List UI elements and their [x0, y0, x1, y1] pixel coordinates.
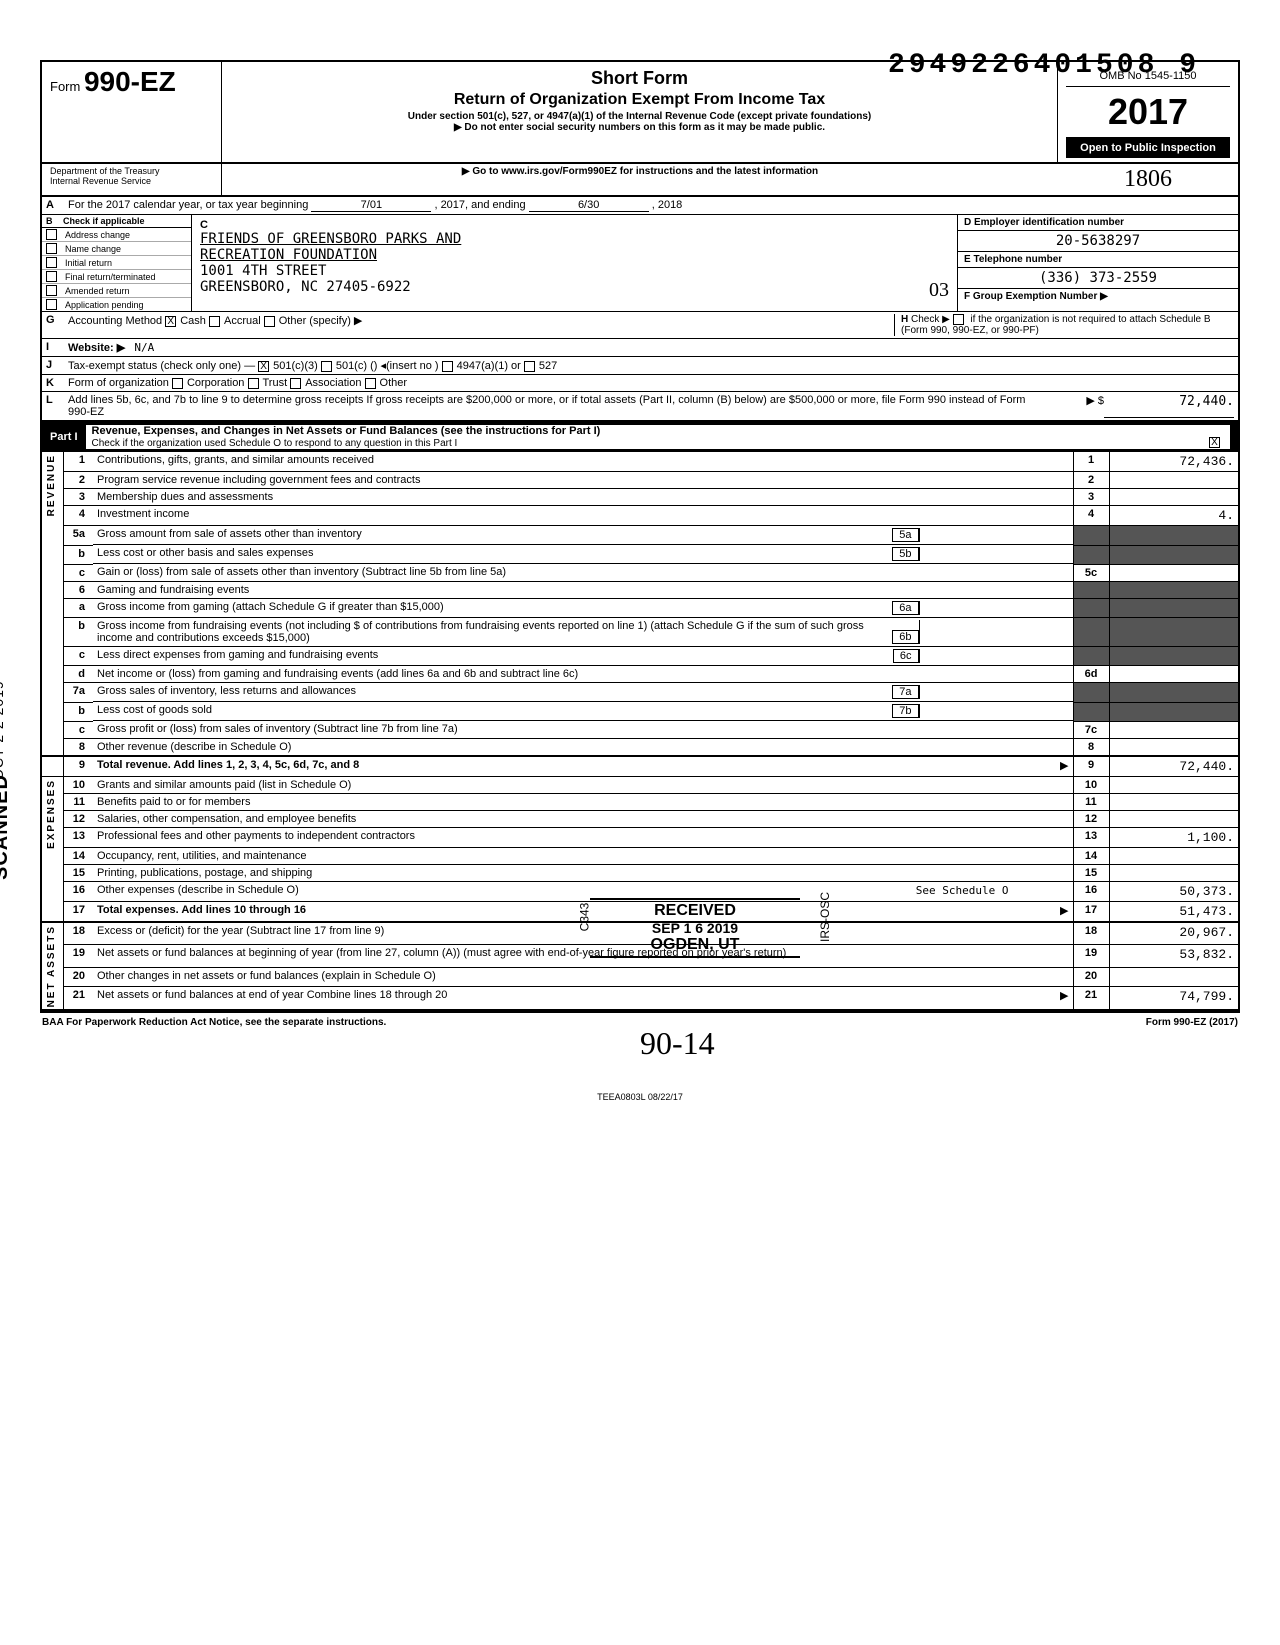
checkbox-pending[interactable] — [46, 299, 57, 310]
form-number: Form 990-EZ — [50, 66, 213, 98]
col-b: B Check if applicable Address change Nam… — [42, 215, 192, 311]
form-sub-1: Under section 501(c), 527, or 4947(a)(1)… — [230, 111, 1049, 122]
col-c: C FRIENDS OF GREENSBORO PARKS AND RECREA… — [192, 215, 958, 311]
handwritten-note: 90-14 — [640, 1025, 715, 1062]
stamp-irs-osc: IRS-OSC — [818, 892, 832, 942]
expenses-label: EXPENSES — [46, 779, 57, 849]
label-a: A — [42, 197, 64, 214]
handwritten-03: 03 — [929, 279, 949, 302]
label-k: K — [42, 375, 64, 391]
header-number: 2949226401508 9 — [888, 50, 1200, 81]
checkbox-final-return[interactable] — [46, 271, 57, 282]
checkbox-amended[interactable] — [46, 285, 57, 296]
oct-date-stamp: OCT 2 2 2019 — [0, 680, 6, 780]
checkbox-other-org[interactable] — [365, 378, 376, 389]
checkbox-501c[interactable] — [321, 361, 332, 372]
public-inspection: Open to Public Inspection — [1066, 138, 1230, 158]
form-sub-3: ▶ Go to www.irs.gov/Form990EZ for instru… — [222, 164, 1058, 195]
checkbox-name-change[interactable] — [46, 243, 57, 254]
scanned-stamp: SCANNED — [0, 774, 13, 880]
col-def: D Employer identification number 20-5638… — [958, 215, 1238, 311]
stamp-c343: C343 — [577, 903, 591, 932]
checkbox-trust[interactable] — [248, 378, 259, 389]
checkbox-501c3[interactable]: X — [258, 361, 269, 372]
part-1-header: Part I Revenue, Expenses, and Changes in… — [40, 422, 1240, 452]
form-sub-2: ▶ Do not enter social security numbers o… — [230, 122, 1049, 133]
footer-mid: TEEA0803L 08/22/17 — [40, 1092, 1240, 1102]
checkbox-schedule-o[interactable]: X — [1209, 437, 1220, 448]
checkbox-h[interactable] — [953, 314, 964, 325]
checkbox-accrual[interactable] — [209, 316, 220, 327]
form-year: 2017 — [1066, 87, 1230, 138]
checkbox-4947[interactable] — [442, 361, 453, 372]
handwritten-year: 1806 — [1058, 164, 1238, 195]
checkbox-cash[interactable]: X — [165, 316, 176, 327]
form-title-2: Return of Organization Exempt From Incom… — [230, 91, 1049, 109]
checkbox-assoc[interactable] — [290, 378, 301, 389]
label-j: J — [42, 357, 64, 374]
label-i: I — [42, 339, 64, 356]
received-stamp: RECEIVED SEP 1 6 2019 OGDEN, UT — [590, 898, 800, 958]
checkbox-527[interactable] — [524, 361, 535, 372]
label-g: G — [42, 312, 64, 338]
department: Department of the Treasury Internal Reve… — [42, 164, 222, 195]
checkbox-address-change[interactable] — [46, 229, 57, 240]
label-l: L — [42, 392, 64, 420]
assets-label: NET ASSETS — [46, 925, 57, 1007]
revenue-label: REVENUE — [46, 454, 57, 516]
row-a: For the 2017 calendar year, or tax year … — [64, 197, 1238, 214]
checkbox-other-method[interactable] — [264, 316, 275, 327]
checkbox-corp[interactable] — [172, 378, 183, 389]
checkbox-initial-return[interactable] — [46, 257, 57, 268]
